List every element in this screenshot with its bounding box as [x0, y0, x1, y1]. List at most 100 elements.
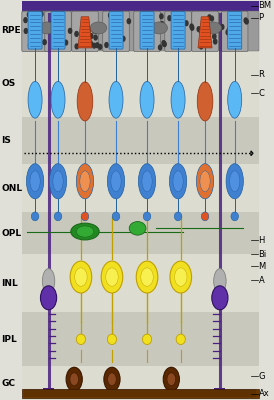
Circle shape	[227, 28, 231, 32]
Ellipse shape	[76, 164, 94, 199]
Circle shape	[185, 21, 188, 26]
Ellipse shape	[230, 171, 240, 192]
Circle shape	[112, 37, 115, 42]
Circle shape	[236, 18, 239, 23]
Circle shape	[159, 45, 162, 50]
Bar	[22, 51, 259, 116]
Ellipse shape	[76, 226, 94, 237]
Ellipse shape	[129, 222, 146, 235]
Ellipse shape	[80, 171, 90, 192]
Circle shape	[41, 286, 57, 310]
Circle shape	[141, 268, 153, 286]
Bar	[22, 11, 259, 51]
FancyBboxPatch shape	[228, 12, 242, 49]
Circle shape	[221, 24, 224, 29]
Circle shape	[104, 367, 120, 391]
Circle shape	[33, 35, 36, 40]
FancyBboxPatch shape	[134, 11, 160, 52]
Text: OS: OS	[1, 79, 16, 88]
Text: RPE: RPE	[1, 26, 21, 35]
Bar	[22, 312, 259, 366]
Ellipse shape	[28, 82, 42, 118]
Circle shape	[109, 13, 112, 18]
FancyBboxPatch shape	[103, 11, 129, 52]
Circle shape	[30, 14, 34, 19]
Circle shape	[66, 367, 82, 391]
Circle shape	[82, 23, 85, 28]
Ellipse shape	[90, 22, 107, 34]
Text: GC: GC	[1, 379, 15, 388]
Bar	[22, 164, 259, 212]
Ellipse shape	[30, 171, 40, 192]
Ellipse shape	[77, 82, 93, 121]
Ellipse shape	[53, 171, 63, 192]
Polygon shape	[198, 17, 212, 48]
Circle shape	[208, 15, 211, 20]
Ellipse shape	[109, 82, 123, 118]
Ellipse shape	[71, 223, 99, 240]
Ellipse shape	[107, 164, 125, 199]
Bar	[22, 212, 259, 254]
Circle shape	[75, 44, 78, 49]
Circle shape	[75, 268, 87, 286]
Circle shape	[93, 43, 96, 48]
Circle shape	[105, 42, 108, 47]
Circle shape	[55, 18, 58, 23]
Ellipse shape	[42, 269, 55, 294]
FancyBboxPatch shape	[192, 11, 218, 52]
Text: C: C	[258, 89, 264, 98]
Text: P: P	[258, 13, 264, 22]
Ellipse shape	[140, 82, 154, 118]
Circle shape	[27, 12, 31, 17]
FancyBboxPatch shape	[22, 11, 48, 52]
Ellipse shape	[51, 82, 65, 118]
Circle shape	[226, 30, 229, 35]
Ellipse shape	[107, 334, 116, 344]
Bar	[22, 11, 259, 51]
Text: Ax: Ax	[258, 389, 269, 398]
Text: IS: IS	[1, 136, 11, 145]
Ellipse shape	[169, 164, 187, 199]
Circle shape	[163, 42, 166, 46]
Circle shape	[64, 40, 68, 45]
Circle shape	[244, 18, 247, 23]
Text: Bi: Bi	[258, 250, 267, 259]
Circle shape	[36, 16, 39, 21]
Ellipse shape	[31, 212, 39, 221]
Circle shape	[24, 18, 27, 22]
Circle shape	[199, 44, 203, 49]
Circle shape	[175, 268, 187, 286]
Circle shape	[90, 34, 93, 38]
Circle shape	[108, 373, 116, 386]
Circle shape	[117, 20, 120, 25]
Circle shape	[245, 19, 248, 24]
FancyBboxPatch shape	[165, 11, 191, 52]
Ellipse shape	[176, 334, 185, 344]
Text: BM: BM	[258, 1, 272, 10]
Circle shape	[51, 29, 54, 34]
Circle shape	[163, 367, 179, 391]
Circle shape	[170, 261, 192, 293]
Circle shape	[207, 40, 210, 45]
Circle shape	[127, 19, 130, 24]
Text: G: G	[258, 372, 265, 380]
FancyBboxPatch shape	[221, 11, 248, 52]
Circle shape	[190, 26, 194, 30]
Circle shape	[58, 41, 62, 46]
FancyBboxPatch shape	[140, 12, 154, 49]
Ellipse shape	[111, 171, 121, 192]
Circle shape	[190, 24, 193, 29]
Bar	[22, 254, 259, 312]
Ellipse shape	[142, 171, 152, 192]
Ellipse shape	[226, 164, 243, 199]
Circle shape	[199, 29, 203, 34]
Circle shape	[122, 36, 125, 41]
Circle shape	[87, 28, 90, 32]
Bar	[22, 1, 259, 11]
Circle shape	[213, 39, 217, 44]
Circle shape	[101, 261, 123, 293]
FancyBboxPatch shape	[109, 12, 123, 49]
Circle shape	[75, 32, 78, 36]
Ellipse shape	[228, 82, 242, 118]
Circle shape	[30, 24, 33, 29]
